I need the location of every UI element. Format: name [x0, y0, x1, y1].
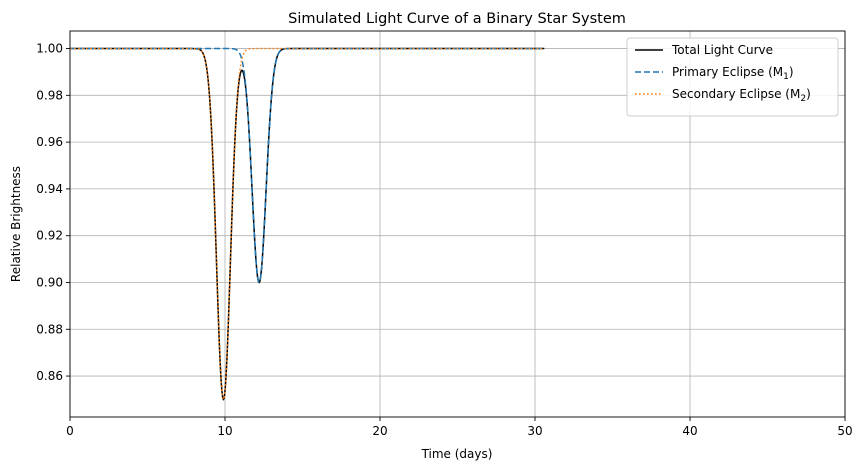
- axis-ticks: 0 10 20 30 40 50 0.86 0.88 0.90 0.92 0.94 0.96 0.98 1…: [36, 42, 852, 438]
- legend-label-main: Total Light Curve: [671, 43, 773, 57]
- legend-label-tail: ): [789, 65, 794, 79]
- legend-label: Primary Eclipse (M1): [672, 65, 794, 82]
- x-tick-label: 40: [682, 424, 697, 438]
- series-lines: [70, 47, 545, 401]
- series-line: [70, 47, 545, 401]
- y-tick-label: 0.94: [36, 182, 63, 196]
- series-line: [70, 47, 545, 401]
- x-tick-label: 50: [837, 424, 852, 438]
- legend-label-subscript: 2: [800, 94, 806, 104]
- x-tick-label: 30: [527, 424, 542, 438]
- legend-box: [626, 37, 839, 117]
- y-tick-label: 0.98: [36, 88, 63, 102]
- y-tick-label: 0.96: [36, 135, 63, 149]
- x-tick-label: 10: [217, 424, 232, 438]
- y-tick-label: 0.88: [36, 322, 63, 336]
- y-tick-label: 0.86: [36, 369, 63, 383]
- x-tick-label: 0: [66, 424, 74, 438]
- legend-label: Total Light Curve: [671, 43, 773, 57]
- series-line: [70, 47, 545, 284]
- plot-frame: [69, 30, 846, 418]
- legend-label-subscript: 1: [783, 72, 789, 82]
- legend-label-main: Primary Eclipse (M: [672, 65, 783, 79]
- chart-title: Simulated Light Curve of a Binary Star S…: [288, 11, 626, 27]
- y-tick-label: 0.90: [36, 275, 63, 289]
- y-tick-label: 1.00: [36, 42, 63, 56]
- x-tick-label: 20: [372, 424, 387, 438]
- x-axis-label: Time (days): [421, 447, 493, 461]
- legend-label-main: Secondary Eclipse (M: [672, 87, 800, 101]
- y-tick-label: 0.92: [36, 229, 63, 243]
- legend-label-tail: ): [806, 87, 811, 101]
- legend-label: Secondary Eclipse (M2): [672, 87, 811, 104]
- y-axis-label: Relative Brightness: [9, 166, 23, 282]
